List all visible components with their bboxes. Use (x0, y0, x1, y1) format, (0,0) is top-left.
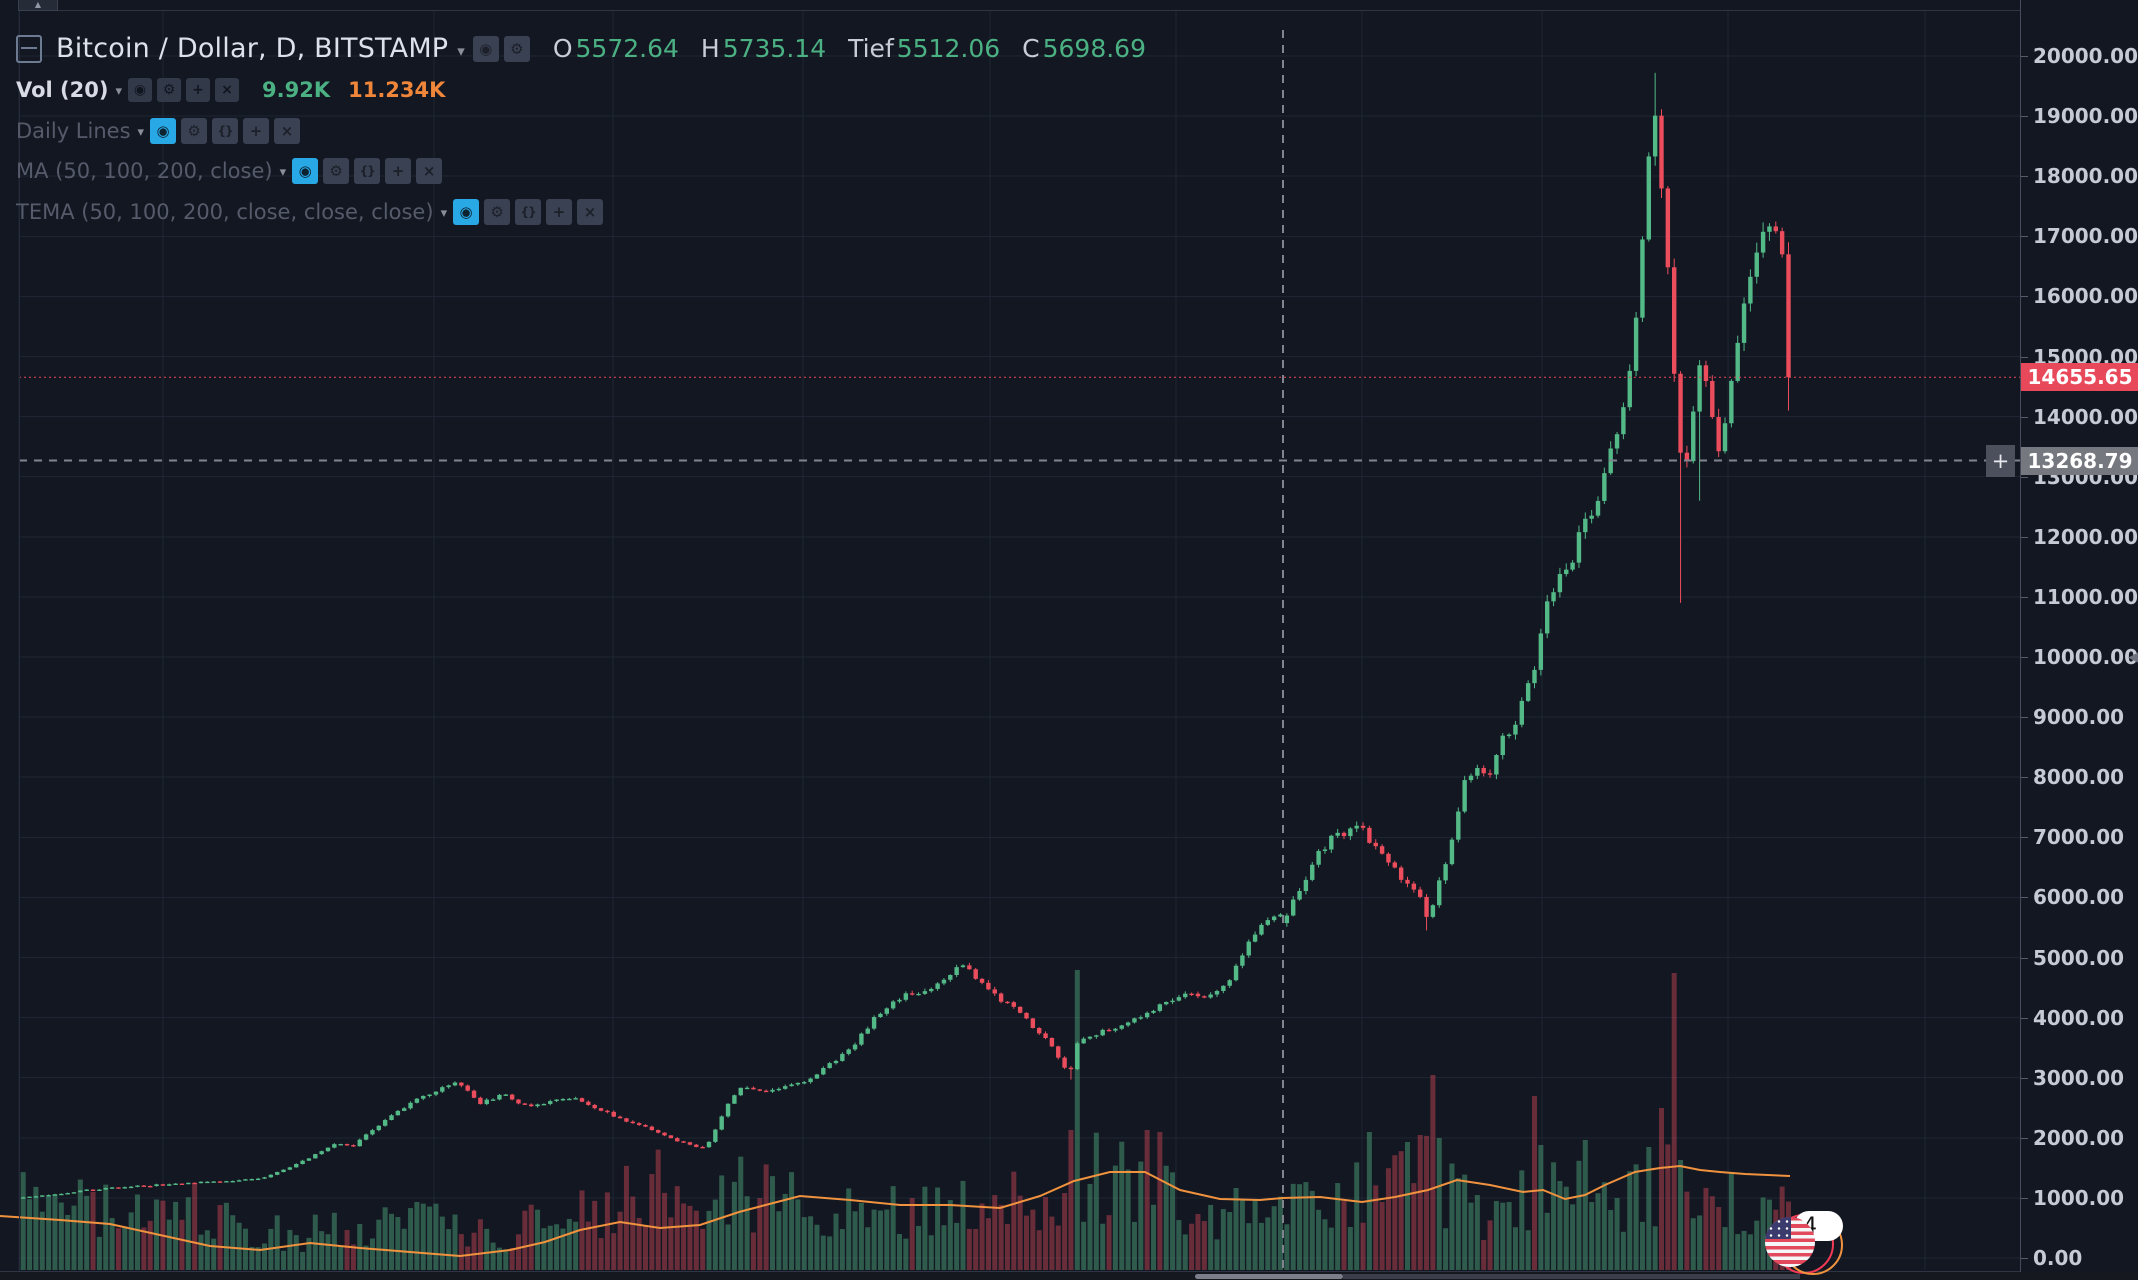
indicator-settings-button[interactable]: ⚙ (323, 158, 350, 184)
price-tick-label: 17000.00 (2020, 224, 2138, 249)
axis-scroll-arrow-icon[interactable]: ◀ (2128, 650, 2138, 665)
price-tick-label: 16000.00 (2020, 284, 2138, 309)
close-label: C (1022, 34, 1040, 63)
price-axis[interactable]: 20000.00 19000.00 18000.00 17000.00 16000.00… (2020, 0, 2138, 1280)
price-tick-label: 1000.00 (2020, 1185, 2125, 1210)
indicator-settings-button[interactable]: ⚙ (484, 199, 511, 225)
price-tick-label: 6000.00 (2020, 885, 2125, 910)
volume-current-value: 9.92K (262, 78, 331, 102)
show-indicator-button[interactable]: ◉ (150, 118, 177, 144)
open-label: O (552, 34, 573, 63)
high-value: 5735.14 (722, 34, 827, 63)
symbol-menu-icon[interactable] (16, 34, 42, 63)
indicator-source-button[interactable]: {} (212, 118, 239, 144)
collapse-icon: ▲ (34, 0, 42, 9)
indicator-settings-button[interactable]: ⚙ (157, 78, 181, 102)
indicator-settings-button[interactable]: ⚙ (181, 118, 208, 144)
ohlc-values: O 5572.64 H 5735.14 Tief 5512.06 C 5698.69 (553, 34, 1146, 63)
add-indicator-button[interactable]: + (186, 78, 210, 102)
open-value: 5572.64 (575, 34, 679, 63)
low-value: 5512.06 (896, 34, 1001, 63)
price-tick-label: 18000.00 (2020, 164, 2138, 189)
high-label: H (700, 34, 720, 63)
price-tick-label: 11000.00 (2020, 584, 2138, 609)
remove-indicator-button[interactable]: × (416, 158, 443, 184)
indicator-label[interactable]: MA (50, 100, 200, close) (16, 159, 273, 183)
remove-indicator-button[interactable]: × (274, 118, 301, 144)
crosshair-price-badge: 13268.79 (2021, 446, 2138, 475)
symbol-title[interactable]: Bitcoin / Dollar, D, BITSTAMP (56, 33, 449, 64)
volume-ma-value: 11.234K (348, 78, 446, 102)
low-label: Tief (848, 34, 894, 63)
price-tick-label: 5000.00 (2020, 945, 2125, 970)
add-indicator-button[interactable]: + (243, 118, 270, 144)
price-tick-label: 8000.00 (2020, 765, 2125, 790)
remove-indicator-button[interactable]: × (215, 78, 239, 102)
hide-symbol-button[interactable]: ◉ (472, 35, 499, 62)
indicator-source-button[interactable]: {} (515, 199, 542, 225)
price-tick-label: 2000.00 (2020, 1125, 2125, 1150)
indicator-label[interactable]: TEMA (50, 100, 200, close, close, close) (16, 200, 434, 224)
indicator-source-button[interactable]: {} (354, 158, 381, 184)
collapse-pane-tab[interactable]: ▲ (18, 0, 58, 11)
pane-bottom-border (0, 1271, 2020, 1272)
pane-top-border (19, 10, 2020, 11)
time-axis-segment (1343, 1273, 1800, 1279)
price-tick-label: 3000.00 (2020, 1065, 2125, 1090)
price-tick-label: 10000.00 (2020, 645, 2138, 669)
events-flag-badge[interactable]: 4 (1752, 1205, 1864, 1277)
price-tick-label: 14000.00 (2020, 404, 2138, 429)
chevron-down-icon[interactable]: ▾ (137, 125, 145, 140)
price-tick-label: 20000.00 (2020, 44, 2138, 68)
add-indicator-button[interactable]: + (546, 199, 573, 225)
price-tick-label: 4000.00 (2020, 1005, 2125, 1030)
chevron-down-icon[interactable]: ▾ (457, 41, 465, 60)
show-indicator-button[interactable]: ◉ (292, 158, 319, 184)
symbol-row: Bitcoin / Dollar, D, BITSTAMP ▾ ◉ ⚙ O 557… (16, 33, 1146, 64)
remove-indicator-button[interactable]: × (577, 199, 604, 225)
chevron-down-icon[interactable]: ▾ (440, 206, 448, 221)
price-tick-label: 12000.00 (2020, 524, 2138, 549)
indicator-label[interactable]: Vol (20) (16, 78, 109, 102)
price-tick-label: 0.00 (2020, 1246, 2083, 1270)
price-tick-label: 9000.00 (2020, 705, 2125, 730)
indicator-row-ma: MA (50, 100, 200, close) ▾ ◉ ⚙ {} + × (16, 158, 447, 184)
symbol-settings-button[interactable]: ⚙ (503, 35, 530, 62)
flag-canton (1765, 1217, 1791, 1239)
time-axis-strip[interactable] (0, 1272, 2138, 1280)
indicator-row-volume: Vol (20) ▾ ◉ ⚙ + × 9.92K 11.234K (16, 78, 445, 102)
price-tick-label: 19000.00 (2020, 104, 2138, 129)
time-scrollbar-thumb[interactable] (1195, 1273, 1343, 1279)
pane-left-border (19, 10, 20, 1280)
add-alert-plus-button[interactable]: + (1986, 444, 2015, 477)
us-flag-icon (1765, 1217, 1815, 1267)
last-price-badge: 14655.65 (2021, 363, 2138, 392)
hide-indicator-button[interactable]: ◉ (128, 78, 152, 102)
add-indicator-button[interactable]: + (385, 158, 412, 184)
price-tick-label: 7000.00 (2020, 825, 2125, 850)
indicator-row-tema: TEMA (50, 100, 200, close, close, close)… (16, 199, 608, 225)
chevron-down-icon[interactable]: ▾ (115, 84, 122, 99)
close-value: 5698.69 (1042, 34, 1146, 63)
indicator-label[interactable]: Daily Lines (16, 119, 131, 143)
show-indicator-button[interactable]: ◉ (453, 199, 480, 225)
indicator-row-daily-lines: Daily Lines ▾ ◉ ⚙ {} + × (16, 118, 305, 144)
chevron-down-icon[interactable]: ▾ (279, 165, 287, 180)
